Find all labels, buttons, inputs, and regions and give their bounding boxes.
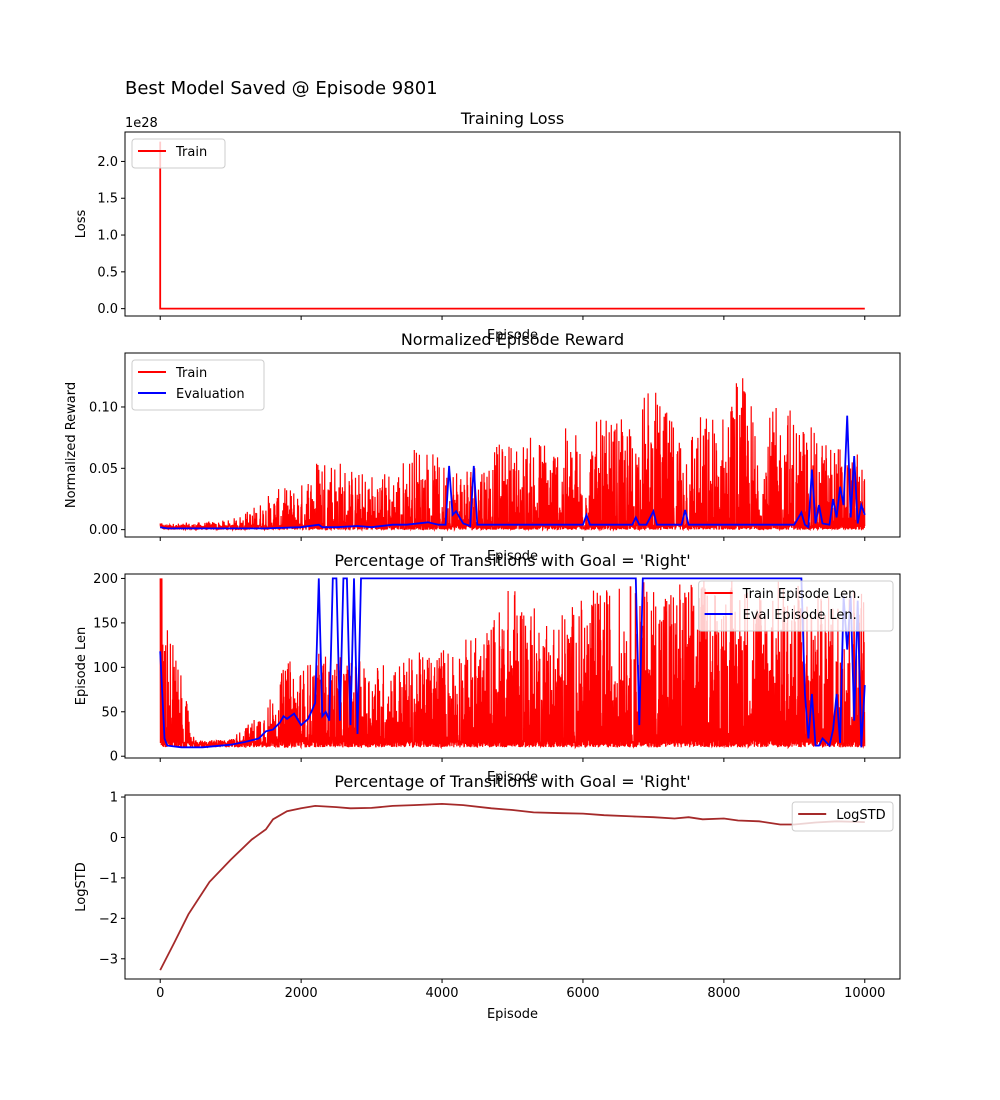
series-line: [159, 378, 866, 532]
panel-title: Percentage of Transitions with Goal = 'R…: [334, 551, 690, 570]
legend-box: [791, 801, 894, 832]
series-line: [159, 141, 865, 310]
y-tick-label: 2.0: [97, 155, 118, 170]
y-tick-label: −1: [99, 871, 118, 886]
y-tick-label: 100: [93, 661, 118, 676]
x-tick-label: 2000: [285, 986, 318, 1001]
legend-label: Train: [175, 366, 207, 381]
y-axis-label: Loss: [74, 210, 89, 239]
series-evaluation: [160, 415, 866, 530]
legend-label: Eval Episode Len.: [743, 608, 857, 623]
axes-frame: [124, 131, 901, 317]
series-eval-episode-len-: [159, 577, 866, 749]
y-tick-label: 0.10: [89, 400, 118, 415]
series-line: [159, 578, 866, 750]
series-train: [159, 378, 866, 532]
y-tick-label: 150: [93, 616, 118, 631]
axes-frame: [124, 573, 901, 759]
x-tick-label: 0: [156, 986, 164, 1001]
legend-label: Train: [175, 145, 207, 160]
panel-4: [121, 794, 901, 983]
axes-frame: [124, 352, 901, 538]
y-tick-label: 0.5: [97, 265, 118, 280]
axes-frame: [124, 794, 901, 980]
y-tick-label: 1: [110, 791, 118, 806]
panel-title: Percentage of Transitions with Goal = 'R…: [334, 772, 690, 791]
series-logstd: [159, 802, 865, 971]
legend-box: [698, 580, 894, 632]
legend-label: Train Episode Len.: [742, 587, 861, 602]
series-line: [159, 802, 865, 971]
y-tick-label: 200: [93, 572, 118, 587]
x-axis-label: Episode: [487, 549, 538, 564]
x-axis-label: Episode: [487, 770, 538, 785]
series-train: [159, 141, 865, 310]
y-axis-label: Normalized Reward: [64, 382, 79, 508]
panel-title: Training Loss: [460, 109, 564, 128]
figure-suptitle: Best Model Saved @ Episode 9801: [125, 78, 438, 99]
y-axis-label: LogSTD: [74, 862, 89, 911]
legend-label: LogSTD: [836, 808, 885, 823]
panel-1: [121, 131, 901, 320]
x-axis-label: Episode: [487, 1007, 538, 1022]
x-tick-label: 8000: [707, 986, 740, 1001]
y-tick-label: 1.0: [97, 229, 118, 244]
series-train-episode-len-: [159, 578, 866, 750]
y-tick-label: 1.5: [97, 192, 118, 207]
y-tick-label: 0: [110, 750, 118, 765]
x-axis-label: Episode: [487, 328, 538, 343]
panel-2: [121, 352, 901, 541]
legend-label: Evaluation: [176, 387, 245, 402]
y-tick-label: 0: [110, 831, 118, 846]
x-tick-label: 6000: [566, 986, 599, 1001]
y-tick-label: −2: [99, 912, 118, 927]
x-tick-label: 4000: [425, 986, 458, 1001]
y-tick-label: 0.00: [89, 523, 118, 538]
y-tick-label: 50: [101, 705, 118, 720]
panel-title: Normalized Episode Reward: [401, 330, 624, 349]
y-axis-label: Episode Len: [74, 627, 89, 705]
y-tick-label: −3: [99, 952, 118, 967]
legend-box: [131, 138, 226, 169]
y-offset-text: 1e28: [125, 116, 158, 131]
y-tick-label: 0.0: [97, 302, 118, 317]
x-tick-label: 10000: [844, 986, 885, 1001]
panel-3: [121, 573, 901, 762]
y-tick-label: 0.05: [89, 462, 118, 477]
